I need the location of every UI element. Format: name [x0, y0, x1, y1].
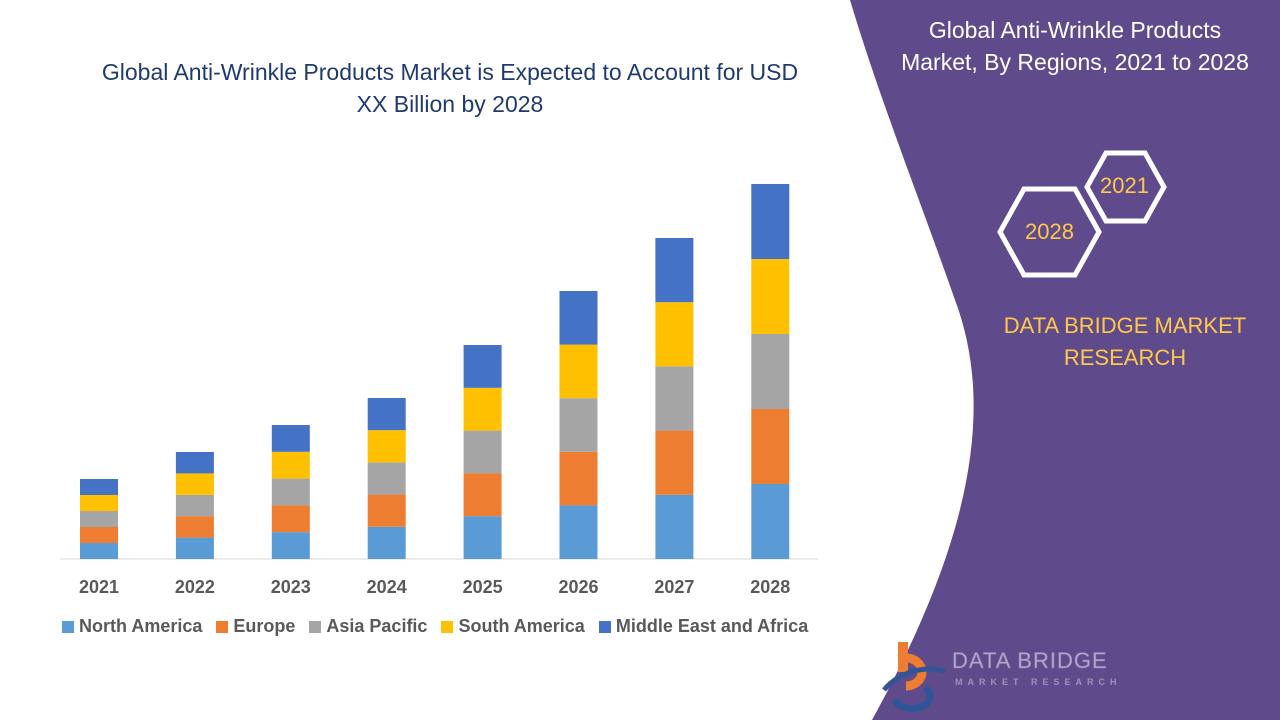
legend-item: Middle East and Africa: [598, 616, 809, 637]
bar-segment-middle-east-and-africa-2026: [559, 291, 598, 345]
bar-segment-middle-east-and-africa-2023: [271, 425, 310, 452]
bar-segment-south-america-2024: [367, 430, 406, 463]
bar-segment-south-america-2027: [655, 302, 694, 367]
bar-segment-europe-2021: [80, 527, 118, 543]
bar-segment-middle-east-and-africa-2022: [175, 452, 214, 474]
bar-segment-middle-east-and-africa-2024: [367, 398, 406, 431]
chart-title: Global Anti-Wrinkle Products Market is E…: [101, 59, 799, 117]
bar-segment-north-america-2026: [559, 505, 598, 559]
hexagon-2021: [1084, 150, 1167, 224]
bar-segment-asia-pacific-2026: [559, 398, 598, 452]
legend-swatch: [598, 620, 611, 633]
bar-segment-asia-pacific-2021: [80, 511, 118, 527]
x-tick-label: 2027: [654, 577, 694, 597]
legend-item: Asia Pacific: [309, 616, 427, 637]
hexagon-2028: [997, 186, 1102, 278]
bar-segment-asia-pacific-2023: [271, 478, 310, 506]
bar-segment-europe-2022: [175, 516, 214, 538]
legend-item: South America: [441, 616, 585, 637]
legend-label: Asia Pacific: [326, 616, 428, 636]
legend-label: North America: [79, 616, 203, 636]
bar-segment-asia-pacific-2027: [655, 366, 694, 431]
legend-label: South America: [458, 616, 585, 636]
bar-segment-south-america-2022: [175, 473, 214, 495]
bar-segment-europe-2027: [655, 430, 694, 495]
legend-swatch: [216, 620, 229, 633]
bar-segment-south-america-2026: [559, 344, 598, 399]
x-tick-label: 2022: [175, 577, 215, 597]
x-tick-label: 2021: [79, 577, 119, 597]
logo-subtext: MARKET RESEARCH: [955, 677, 1122, 687]
bar-segment-south-america-2025: [463, 387, 502, 431]
bar-segment-middle-east-and-africa-2027: [655, 238, 694, 303]
bar-segment-middle-east-and-africa-2021: [80, 479, 118, 495]
bar-segment-asia-pacific-2028: [751, 334, 790, 409]
bar-segment-south-america-2021: [80, 495, 118, 511]
bar-segment-north-america-2027: [655, 494, 694, 559]
bar-segment-europe-2026: [559, 451, 598, 506]
legend-label: Europe: [233, 616, 296, 636]
bar-segment-middle-east-and-africa-2025: [463, 345, 502, 388]
bar-segment-middle-east-and-africa-2028: [751, 184, 790, 259]
bar-segment-north-america-2023: [271, 532, 310, 559]
bar-segment-europe-2023: [271, 505, 310, 533]
x-ticks: 2021 2022 2023 2024 2025 2026 2027 2028: [79, 577, 790, 597]
hex-label-2021: 2021: [1100, 173, 1149, 198]
bar-segment-south-america-2028: [751, 259, 790, 334]
logo-icon: [882, 642, 947, 712]
side-panel-title: Global Anti-Wrinkle Products Market, By …: [901, 17, 1249, 75]
logo-text: DATA BRIDGE: [952, 648, 1108, 674]
legend-item: Europe: [216, 616, 295, 637]
brand-name: DATA BRIDGE MARKET RESEARCH: [1003, 313, 1247, 370]
bar-segment-asia-pacific-2025: [463, 430, 502, 474]
x-tick-label: 2024: [367, 577, 407, 597]
bar-segment-south-america-2023: [271, 451, 310, 479]
side-panel: [850, 0, 1280, 720]
bar-segment-north-america-2021: [80, 543, 118, 559]
bar-segment-north-america-2025: [463, 516, 502, 559]
bar-segment-asia-pacific-2022: [175, 494, 214, 517]
legend: North America Europe Asia Pacific South …: [62, 616, 808, 637]
legend-swatch: [309, 620, 322, 633]
bar-segment-north-america-2028: [751, 484, 790, 559]
bar-segment-europe-2025: [463, 473, 502, 517]
bar-segment-europe-2024: [367, 494, 406, 527]
x-tick-label: 2028: [750, 577, 790, 597]
legend-item: North America: [62, 616, 202, 637]
legend-label: Middle East and Africa: [615, 616, 809, 636]
hex-label-2028: 2028: [1025, 219, 1074, 244]
bar-segment-north-america-2022: [175, 537, 214, 559]
bar-segment-europe-2028: [751, 409, 790, 484]
legend-swatch: [441, 620, 454, 633]
legend-swatch: [62, 620, 74, 633]
x-tick-label: 2025: [463, 577, 503, 597]
x-tick-label: 2026: [558, 577, 598, 597]
bar-segment-asia-pacific-2024: [367, 462, 406, 495]
bar-segment-north-america-2024: [367, 526, 406, 559]
bars: [80, 184, 790, 559]
x-tick-label: 2023: [271, 577, 311, 597]
